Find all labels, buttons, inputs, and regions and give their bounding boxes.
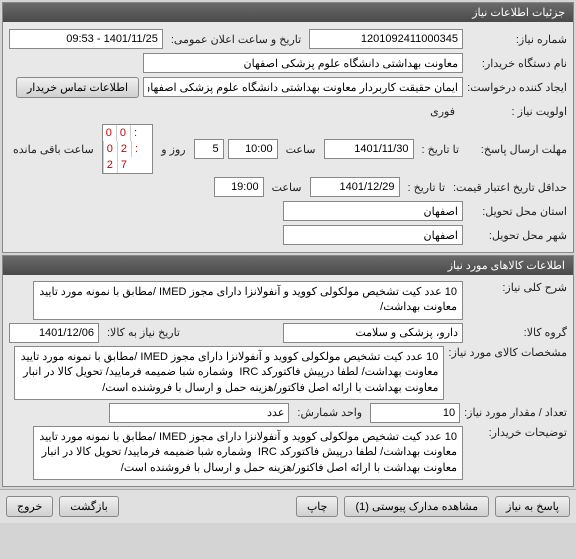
row-need-no: شماره نیاز: تاریخ و ساعت اعلان عمومی: [9,28,567,50]
city-label: شهر محل تحویل: [467,229,567,242]
row-spec: مشخصات کالای مورد نیاز: [9,346,567,400]
need-info-body: شماره نیاز: تاریخ و ساعت اعلان عمومی: نا… [3,22,573,252]
group-input[interactable] [283,323,463,343]
need-info-panel: جزئیات اطلاعات نیاز شماره نیاز: تاریخ و … [2,2,574,253]
back-button[interactable]: بازگشت [59,496,119,517]
goods-info-body: شرح کلی نیاز: گروه کالا: تاریخ نیاز به ک… [3,275,573,486]
qty-label: تعداد / مقدار مورد نیاز: [464,406,567,419]
cd-d1: 0 [116,125,130,141]
cd-d2: 0 [103,141,117,157]
announce-label: تاریخ و ساعت اعلان عمومی: [167,33,305,46]
city-input[interactable] [283,225,463,245]
valid-hour-label: ساعت [268,181,306,194]
deadline-todate-label: تا تاریخ : [418,143,463,156]
unit-label: واحد شمارش: [293,406,366,419]
cd-d0: 0 [103,125,116,141]
row-qty: تعداد / مقدار مورد نیاز: واحد شمارش: [9,402,567,424]
goods-info-header: اطلاعات کالاهای مورد نیاز [3,256,573,275]
need-no-input[interactable] [309,29,463,49]
days-and-label: روز و [157,143,189,156]
cd-d3: 2 [117,141,131,157]
creator-input[interactable] [143,77,463,97]
desc-textarea[interactable] [33,281,463,320]
goods-info-panel: اطلاعات کالاهای مورد نیاز شرح کلی نیاز: … [2,255,574,487]
deadline-hour-label: ساعت [282,143,320,156]
province-label: استان محل تحویل: [467,205,567,218]
days-input[interactable] [194,139,224,159]
deadline-date-input[interactable] [324,139,414,159]
org-input[interactable] [143,53,463,73]
need-date-label: تاریخ نیاز به کالا: [103,326,184,339]
cd-c1: : [130,125,141,141]
spec-textarea[interactable] [14,346,444,400]
remain-label: ساعت باقی مانده [9,143,98,156]
row-creator: ایجاد کننده درخواست: اطلاعات تماس خریدار [9,76,567,98]
priority-label: اولویت نیاز : [467,105,567,118]
announce-input[interactable] [9,29,163,49]
row-buyer-note: توضیحات خریدار: [9,426,567,480]
attachments-button[interactable]: مشاهده مدارک پیوستی (1) [344,496,489,517]
row-org: نام دستگاه خریدار: [9,52,567,74]
row-province: استان محل تحویل: [9,200,567,222]
need-info-header: جزئیات اطلاعات نیاز [3,3,573,22]
qty-input[interactable] [370,403,460,423]
need-no-label: شماره نیاز: [467,33,567,46]
province-input[interactable] [283,201,463,221]
buyer-note-label: توضیحات خریدار: [467,426,567,439]
footer-spacer [125,496,290,517]
cd-d4: 2 [103,157,117,173]
cd-c2: : [131,141,142,157]
valid-todate-label: تا تاریخ : [404,181,449,194]
contact-buyer-button[interactable]: اطلاعات تماس خریدار [16,77,139,98]
print-button[interactable]: چاپ [296,496,339,517]
priority-value: فوری [422,105,463,118]
valid-label: حداقل تاریخ اعتبار قیمت: [453,181,567,194]
org-label: نام دستگاه خریدار: [467,57,567,70]
buyer-note-textarea[interactable] [33,426,463,480]
valid-date-input[interactable] [310,177,400,197]
exit-button[interactable]: خروج [6,496,53,517]
group-label: گروه کالا: [467,326,567,339]
deadline-label: مهلت ارسال پاسخ: [467,143,567,156]
desc-label: شرح کلی نیاز: [467,281,567,294]
valid-time-input[interactable] [214,177,264,197]
row-valid: حداقل تاریخ اعتبار قیمت: تا تاریخ : ساعت [9,176,567,198]
deadline-time-input[interactable] [228,139,278,159]
need-date-input[interactable] [9,323,99,343]
unit-input[interactable] [109,403,289,423]
row-deadline: مهلت ارسال پاسخ: تا تاریخ : ساعت روز و 0… [9,124,567,174]
row-city: شهر محل تحویل: [9,224,567,246]
creator-label: ایجاد کننده درخواست: [467,81,567,94]
footer-bar: پاسخ به نیاز مشاهده مدارک پیوستی (1) چاپ… [0,489,576,523]
row-priority: اولویت نیاز : فوری [9,100,567,122]
countdown-timer: 00:02:27 [102,124,154,174]
cd-d5: 7 [117,157,131,173]
spec-label: مشخصات کالای مورد نیاز: [448,346,567,359]
row-desc: شرح کلی نیاز: [9,281,567,320]
row-group: گروه کالا: تاریخ نیاز به کالا: [9,322,567,344]
reply-button[interactable]: پاسخ به نیاز [495,496,570,517]
